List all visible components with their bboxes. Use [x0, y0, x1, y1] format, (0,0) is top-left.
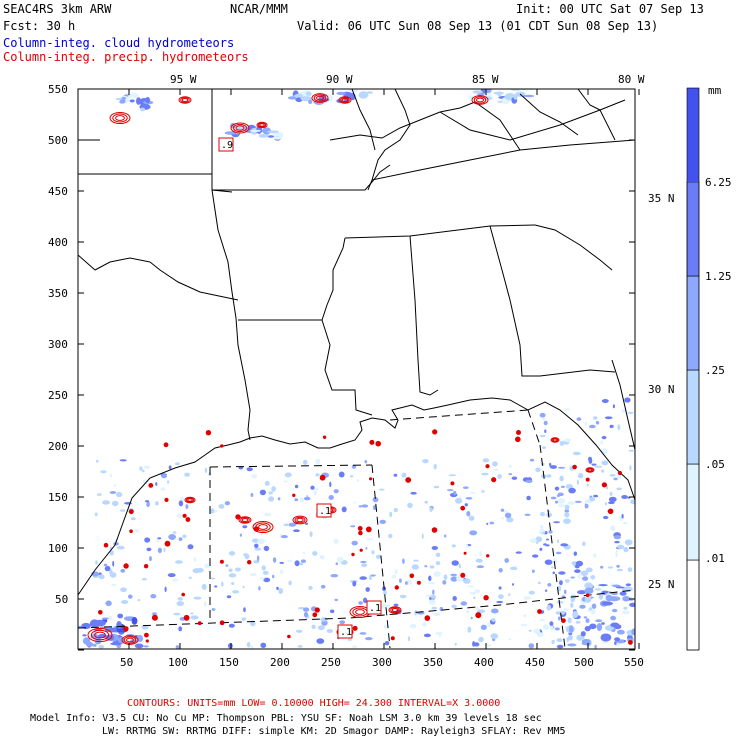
model-title: SEAC4RS 3km ARW	[3, 2, 112, 16]
contour-label: .1	[319, 506, 332, 517]
model-info-line2: LW: RRTMG SW: RRTMG DIFF: simple KM: 2D …	[102, 726, 566, 737]
y-tick-label: 500	[48, 134, 68, 147]
legend-precip-label: Column-integ. precip. hydrometeors	[3, 50, 249, 64]
x-tick-label: 300	[372, 656, 392, 669]
lon-label: 85 W	[472, 73, 499, 86]
organization-label: NCAR/MMM	[230, 2, 288, 16]
y-tick-label: 300	[48, 338, 68, 351]
y-tick-label: 550	[48, 83, 68, 96]
contour-info: CONTOURS: UNITS=mm LOW= 0.10000 HIGH= 24…	[127, 698, 501, 709]
lat-label: 35 N	[648, 192, 675, 205]
y-tick-label: 150	[48, 491, 68, 504]
x-tick-label: 100	[168, 656, 188, 669]
x-tick-label: 150	[219, 656, 239, 669]
contour-label: .1	[340, 627, 353, 638]
colorbar-label: .25	[705, 364, 725, 377]
map-frame	[77, 88, 636, 650]
lon-label: 95 W	[170, 73, 197, 86]
colorbar-label: 1.25	[705, 270, 732, 283]
y-tick-label: 50	[55, 593, 69, 606]
colorbar-label: 6.25	[705, 176, 732, 189]
forecast-hour: Fcst: 30 h	[3, 19, 76, 33]
contour-label-boxes	[218, 137, 382, 639]
domain-boundary-lines	[78, 409, 635, 649]
contour-label: .9	[221, 140, 234, 151]
colorbar-unit: mm	[708, 84, 722, 97]
y-tick-label: 250	[48, 389, 68, 402]
colorbar	[686, 87, 700, 651]
y-tick-label: 200	[48, 440, 68, 453]
lat-label: 25 N	[648, 578, 675, 591]
legend-cloud-label: Column-integ. cloud hydrometeors	[3, 36, 235, 50]
contour-label: .1	[369, 603, 382, 614]
colorbar-label: .05	[705, 458, 725, 471]
y-tick-label: 450	[48, 185, 68, 198]
model-info-line1: Model Info: V3.5 CU: No Cu MP: Thompson …	[30, 713, 542, 724]
y-tick-label: 100	[48, 542, 68, 555]
colorbar-label: .01	[705, 552, 725, 565]
x-tick-label: 400	[474, 656, 494, 669]
lon-label: 80 W	[618, 73, 645, 86]
lon-label: 90 W	[326, 73, 353, 86]
y-tick-label: 350	[48, 287, 68, 300]
coastlines-and-borders	[78, 89, 635, 596]
x-tick-label: 550	[624, 656, 644, 669]
x-tick-label: 450	[525, 656, 545, 669]
valid-time: Valid: 06 UTC Sun 08 Sep 13 (01 CDT Sun …	[297, 19, 659, 33]
x-tick-label: 500	[574, 656, 594, 669]
x-tick-label: 350	[423, 656, 443, 669]
lat-label: 30 N	[648, 383, 675, 396]
hydrometeor-field-layer	[78, 89, 635, 649]
x-tick-label: 200	[270, 656, 290, 669]
init-time: Init: 00 UTC Sat 07 Sep 13	[516, 2, 704, 16]
x-tick-label: 250	[321, 656, 341, 669]
y-tick-label: 400	[48, 236, 68, 249]
cloud-hydrometeor-shading	[78, 89, 635, 649]
x-tick-label: 50	[120, 656, 134, 669]
